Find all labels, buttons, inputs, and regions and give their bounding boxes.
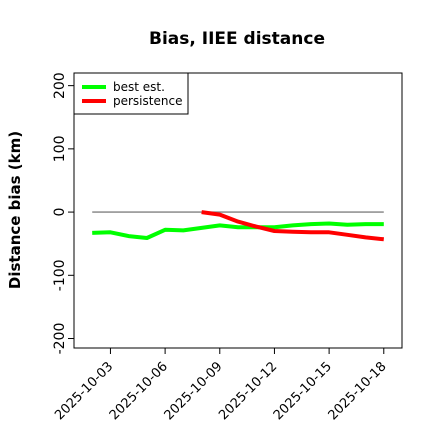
series-line-0	[92, 221, 384, 240]
legend: best est.persistence	[73, 72, 189, 115]
y-tick-label: 0	[52, 208, 68, 217]
y-tick-label: 200	[52, 72, 68, 99]
series-lines	[92, 210, 385, 242]
plot-frame	[73, 72, 403, 349]
y-tick-label: -200	[52, 323, 68, 355]
x-tick-label: 2025-10-18	[326, 359, 390, 423]
legend-label: best est.	[113, 80, 165, 94]
chart-title: Bias, IIEE distance	[149, 29, 325, 49]
series-line-1	[201, 210, 385, 242]
x-axis: 2025-10-032025-10-062025-10-092025-10-12…	[52, 348, 390, 423]
legend-box	[73, 72, 189, 115]
legend-label: persistence	[113, 94, 182, 108]
y-axis: -200 -100 0 100 200	[52, 72, 74, 354]
y-tick-label: -100	[52, 259, 68, 291]
y-tick-label: 100	[52, 135, 68, 162]
y-axis-label: Distance bias (km)	[6, 131, 24, 289]
